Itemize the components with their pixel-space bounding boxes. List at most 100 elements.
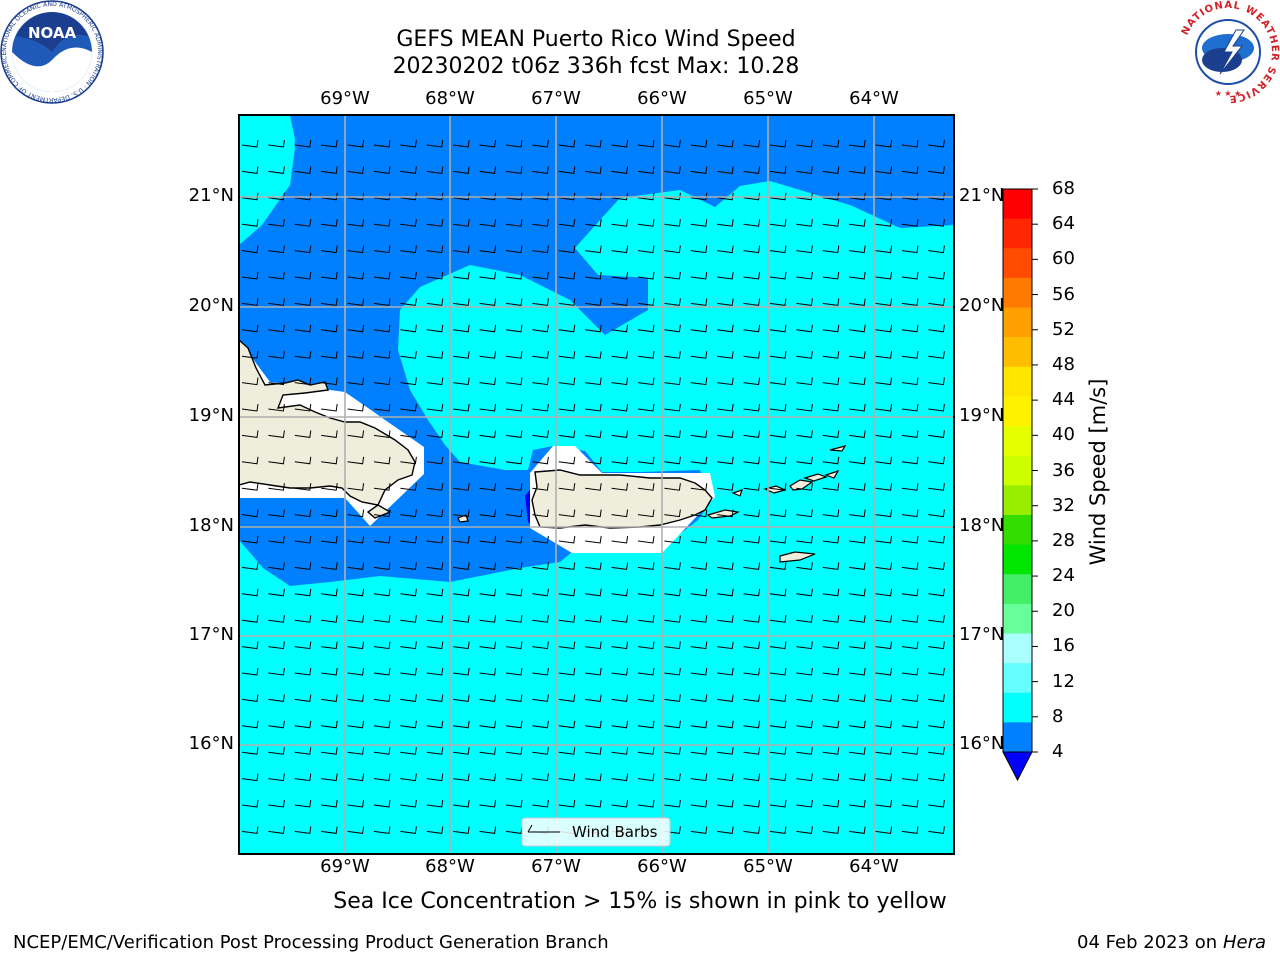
colorbar-tick-label: 40 bbox=[1052, 424, 1075, 446]
wind-barb bbox=[637, 139, 655, 148]
wind-barb bbox=[743, 430, 761, 438]
wind-barb bbox=[479, 694, 497, 702]
wind-barb bbox=[796, 377, 813, 386]
wind-barb bbox=[717, 139, 734, 148]
lon-label-bottom: 65°W bbox=[743, 856, 793, 877]
wind-barb bbox=[532, 351, 549, 359]
wind-barb bbox=[796, 166, 813, 174]
wind-barb bbox=[796, 456, 813, 465]
lat-label-left: 20°N bbox=[188, 295, 234, 316]
wind-barb bbox=[585, 139, 602, 148]
wind-barb bbox=[479, 271, 497, 280]
wind-barb bbox=[849, 562, 866, 570]
wind-barb bbox=[664, 139, 681, 148]
colorbar-tick-label: 24 bbox=[1052, 565, 1075, 587]
wind-barb bbox=[664, 456, 681, 465]
wind-barb bbox=[769, 535, 787, 544]
wind-barb bbox=[611, 403, 629, 412]
lat-label-right: 16°N bbox=[959, 733, 1005, 754]
wind-barb bbox=[241, 245, 259, 254]
wind-barb bbox=[479, 667, 497, 676]
wind-barb bbox=[928, 403, 945, 412]
wind-barb bbox=[241, 271, 259, 280]
colorbar-segment bbox=[1003, 485, 1032, 516]
colorbar-segment bbox=[1003, 603, 1032, 634]
wind-barb bbox=[347, 720, 365, 729]
wind-barb bbox=[347, 192, 365, 201]
wind-barb bbox=[822, 192, 840, 201]
wind-barb bbox=[268, 535, 285, 544]
wind-barb bbox=[743, 615, 761, 623]
wind-barb bbox=[321, 694, 338, 702]
wind-barb bbox=[769, 509, 787, 518]
wind-barb bbox=[532, 694, 549, 702]
wind-barb bbox=[849, 535, 866, 544]
wind-barb bbox=[875, 245, 893, 254]
wind-barb bbox=[294, 456, 312, 465]
wind-barb bbox=[690, 324, 708, 333]
wind-barb bbox=[241, 588, 259, 597]
wind-barb bbox=[637, 377, 655, 386]
wind-barb bbox=[426, 667, 444, 676]
wind-barb bbox=[241, 667, 259, 676]
wind-barb bbox=[690, 403, 708, 412]
wind-barb bbox=[426, 535, 444, 544]
wind-barb bbox=[453, 588, 470, 597]
wind-barbs bbox=[241, 139, 945, 834]
wind-barb bbox=[426, 324, 444, 333]
wind-barb bbox=[585, 720, 602, 729]
wind-barb bbox=[294, 747, 312, 755]
wind-barb bbox=[664, 298, 681, 306]
wind-barb bbox=[558, 166, 576, 174]
wind-barb bbox=[769, 483, 787, 491]
wind-barb bbox=[294, 588, 312, 597]
wind-barb bbox=[268, 219, 285, 227]
wind-barb bbox=[637, 298, 655, 306]
wind-barb bbox=[294, 166, 312, 174]
wind-barb bbox=[268, 430, 285, 438]
wind-barb bbox=[796, 535, 813, 544]
wind-barb bbox=[268, 298, 285, 306]
lat-label-right: 20°N bbox=[959, 295, 1005, 316]
wind-barb bbox=[875, 139, 893, 148]
wind-barb bbox=[875, 456, 893, 465]
wind-barb bbox=[373, 720, 391, 729]
wind-barb bbox=[373, 139, 391, 148]
wind-barb bbox=[690, 298, 708, 306]
wind-barb bbox=[453, 667, 470, 676]
wind-barb bbox=[400, 535, 417, 544]
wind-barb bbox=[637, 351, 655, 359]
wind-barb bbox=[585, 192, 602, 201]
wind-barb bbox=[928, 192, 945, 201]
wind-barb bbox=[321, 403, 338, 412]
lon-label-top: 67°W bbox=[531, 88, 581, 109]
wind-barb bbox=[453, 351, 470, 359]
wind-barb bbox=[426, 826, 444, 834]
colorbar-segment bbox=[1003, 574, 1032, 605]
wind-barb bbox=[505, 245, 523, 254]
wind-barb bbox=[743, 219, 761, 227]
wind-barb bbox=[849, 588, 866, 597]
wind-barb bbox=[373, 298, 391, 306]
wind-barb bbox=[400, 192, 417, 201]
wind-barb bbox=[453, 271, 470, 280]
wind-barb bbox=[690, 192, 708, 201]
wind-barb bbox=[637, 192, 655, 201]
wind-barb bbox=[901, 720, 919, 729]
wind-barb bbox=[796, 219, 813, 227]
wind-barb bbox=[532, 166, 549, 174]
wind-barb bbox=[241, 430, 259, 438]
wind-barb bbox=[585, 535, 602, 544]
wind-barb bbox=[769, 192, 787, 201]
wind-barb bbox=[426, 139, 444, 148]
wind-barb bbox=[426, 588, 444, 597]
wind-barb bbox=[479, 324, 497, 333]
wind-barb bbox=[400, 456, 417, 465]
wind-barb bbox=[928, 773, 945, 782]
wind-barb bbox=[241, 773, 259, 782]
lat-label-right: 19°N bbox=[959, 405, 1005, 426]
wind-barb bbox=[717, 324, 734, 333]
wind-barb bbox=[822, 720, 840, 729]
wind-barb bbox=[294, 192, 312, 201]
wind-barb bbox=[769, 245, 787, 254]
